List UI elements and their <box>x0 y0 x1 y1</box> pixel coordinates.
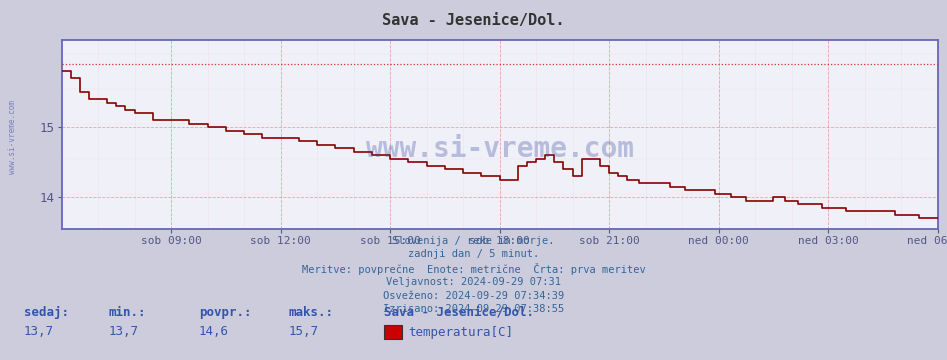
Text: 15,7: 15,7 <box>289 325 319 338</box>
Text: www.si-vreme.com: www.si-vreme.com <box>8 100 17 174</box>
Text: 14,6: 14,6 <box>199 325 229 338</box>
Text: www.si-vreme.com: www.si-vreme.com <box>366 135 634 163</box>
Text: 13,7: 13,7 <box>109 325 139 338</box>
Text: 13,7: 13,7 <box>24 325 54 338</box>
Text: Sava - Jesenice/Dol.: Sava - Jesenice/Dol. <box>383 13 564 28</box>
Text: Izrisano: 2024-09-29 07:38:55: Izrisano: 2024-09-29 07:38:55 <box>383 304 564 314</box>
Text: Slovenija / reke in morje.: Slovenija / reke in morje. <box>392 236 555 246</box>
Text: min.:: min.: <box>109 306 147 319</box>
Text: Meritve: povprečne  Enote: metrične  Črta: prva meritev: Meritve: povprečne Enote: metrične Črta:… <box>302 263 645 275</box>
Text: maks.:: maks.: <box>289 306 334 319</box>
Text: temperatura[C]: temperatura[C] <box>408 326 513 339</box>
Text: sedaj:: sedaj: <box>24 306 69 319</box>
Text: zadnji dan / 5 minut.: zadnji dan / 5 minut. <box>408 249 539 260</box>
Text: povpr.:: povpr.: <box>199 306 251 319</box>
Text: Osveženo: 2024-09-29 07:34:39: Osveženo: 2024-09-29 07:34:39 <box>383 291 564 301</box>
Text: Veljavnost: 2024-09-29 07:31: Veljavnost: 2024-09-29 07:31 <box>386 277 561 287</box>
Text: Sava - Jesenice/Dol.: Sava - Jesenice/Dol. <box>384 306 533 319</box>
